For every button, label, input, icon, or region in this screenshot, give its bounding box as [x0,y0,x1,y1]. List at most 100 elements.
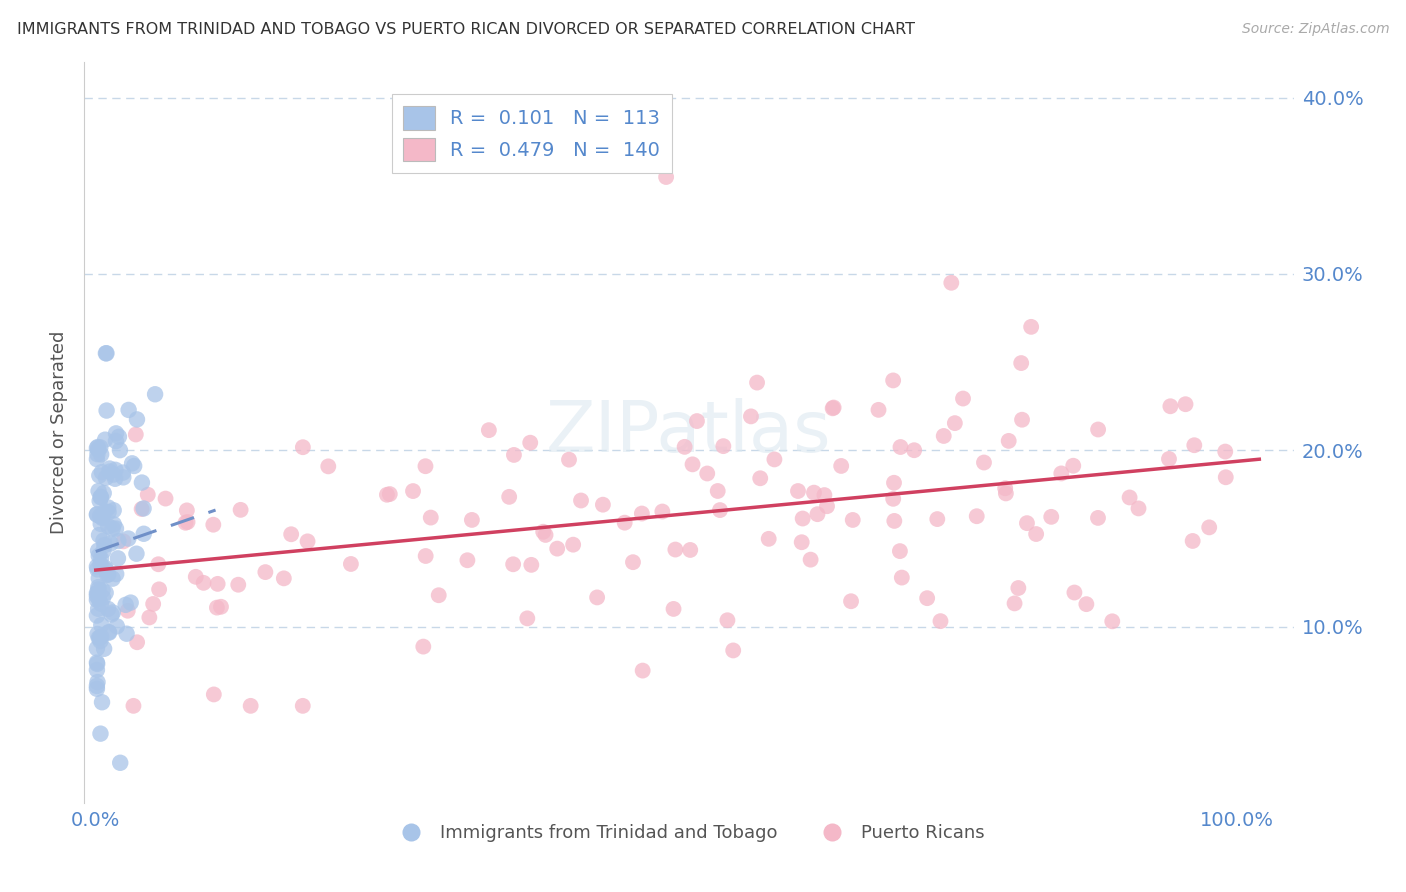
Point [91,511,114,525]
Point [103,503,125,517]
Point [558,452,581,467]
Point [291,440,314,454]
Point [749,471,772,485]
Point [117,403,139,417]
Point [519,435,541,450]
Point [562,538,585,552]
Point [87,631,110,645]
Point [89,468,111,483]
Point [148,582,170,597]
Point [520,558,543,572]
Point [87,591,110,606]
Point [815,500,838,514]
Point [111,466,134,480]
Point [87,601,110,615]
Point [202,688,225,702]
Point [125,547,148,561]
Point [87,543,110,558]
Point [94,433,117,447]
Point [1063,585,1085,599]
Text: ZIPatlas: ZIPatlas [546,398,832,467]
Point [90,490,112,504]
Point [1040,509,1063,524]
Point [93,538,115,552]
Point [994,486,1017,500]
Text: Source: ZipAtlas.com: Source: ZipAtlas.com [1241,22,1389,37]
Point [419,510,441,524]
Point [90,551,112,566]
Point [716,613,738,627]
Point [927,512,949,526]
Point [415,459,437,474]
Point [758,532,780,546]
Point [915,591,938,606]
Point [90,597,112,611]
Point [131,502,153,516]
Point [1007,581,1029,595]
Point [86,679,108,693]
Point [378,487,401,501]
Point [682,458,704,472]
Point [112,470,135,484]
Point [176,515,198,529]
Point [883,475,905,490]
Point [101,521,124,535]
Point [103,517,125,532]
Point [740,409,762,424]
Point [882,373,904,387]
Point [803,485,825,500]
Point [806,507,828,521]
Point [91,583,114,598]
Point [516,611,538,625]
Point [86,657,108,671]
Point [664,542,686,557]
Point [94,471,117,485]
Point [763,452,786,467]
Point [86,447,108,461]
Point [96,567,118,582]
Point [534,528,557,542]
Point [94,586,117,600]
Point [1062,458,1084,473]
Point [96,346,118,360]
Point [87,440,110,454]
Point [86,592,108,607]
Point [86,452,108,467]
Point [662,602,685,616]
Point [90,516,112,531]
Point [107,551,129,566]
Point [813,488,835,502]
Point [503,448,526,462]
Point [706,483,728,498]
Point [87,442,110,457]
Point [316,459,339,474]
Point [651,504,673,518]
Point [105,567,128,582]
Point [89,557,111,571]
Point [91,695,114,709]
Point [842,513,865,527]
Point [821,401,844,416]
Point [93,641,115,656]
Point [889,440,911,454]
Point [87,582,110,597]
Point [546,541,568,556]
Point [115,626,138,640]
Y-axis label: Divorced or Separated: Divorced or Separated [49,331,67,534]
Point [790,535,813,549]
Point [86,641,108,656]
Point [110,756,132,770]
Point [792,511,814,525]
Point [86,675,108,690]
Point [86,663,108,677]
Point [997,434,1019,448]
Point [93,533,115,548]
Point [929,614,952,628]
Point [207,577,229,591]
Point [254,565,277,579]
Point [131,475,153,490]
Point [98,461,121,475]
Point [104,472,127,486]
Point [121,456,143,470]
Point [889,544,911,558]
